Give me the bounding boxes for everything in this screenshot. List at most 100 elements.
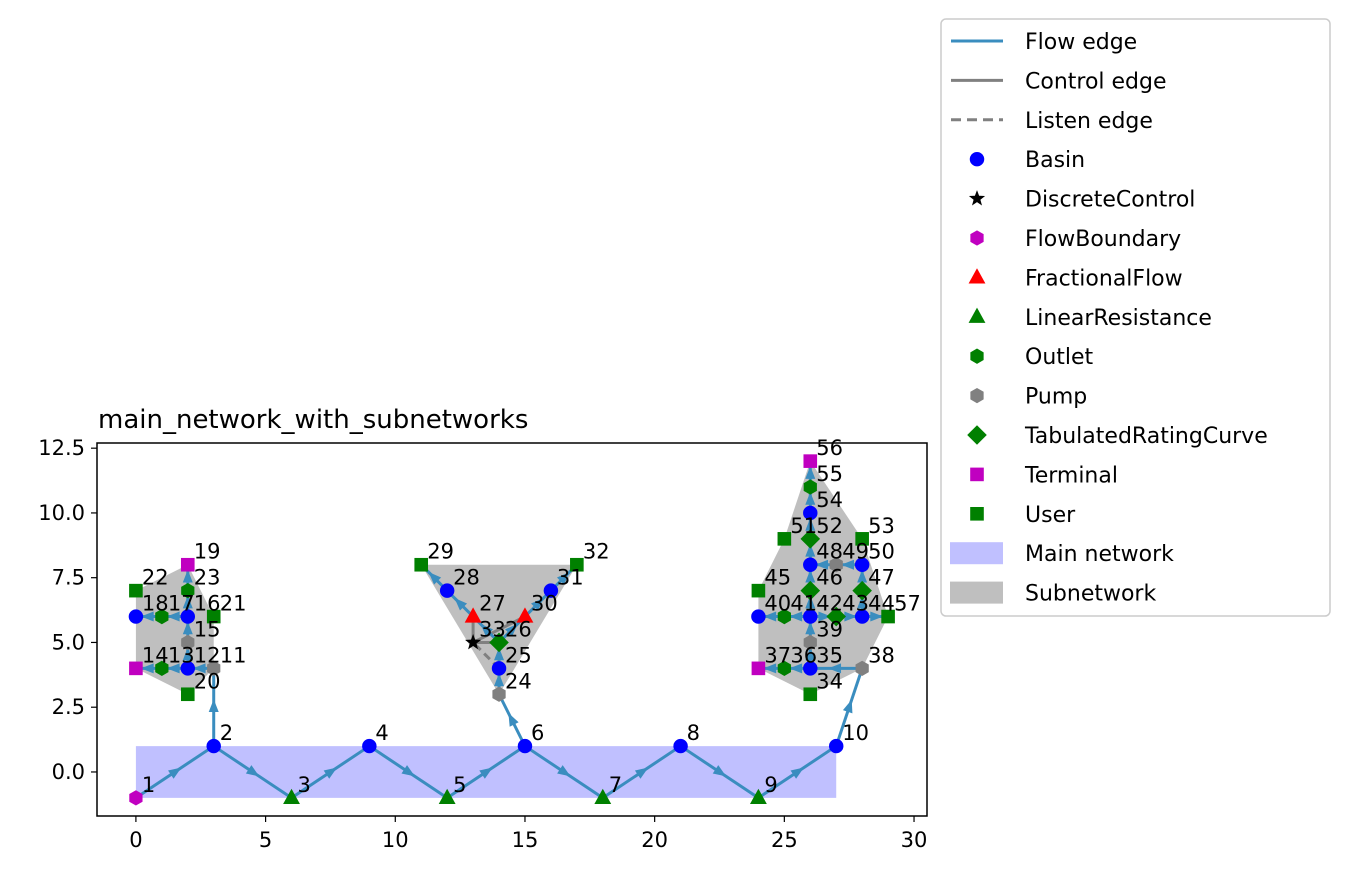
subnetwork-region-3	[758, 461, 889, 695]
y-tick-label-12.5: 12.5	[38, 436, 85, 460]
node-label-28: 28	[453, 566, 480, 590]
node-label-1: 1	[142, 773, 155, 797]
node-label-23: 23	[194, 566, 221, 590]
node-label-8: 8	[687, 721, 700, 745]
chart-title: main_network_with_subnetworks	[98, 405, 528, 435]
flow-arrow-44-47	[857, 595, 868, 609]
node-label-17: 17	[168, 592, 195, 616]
node-46-tabulatedratingcurve	[800, 580, 821, 601]
node-44-basin	[854, 609, 870, 624]
axes-frame	[96, 442, 928, 817]
node-label-16: 16	[194, 592, 221, 616]
flow-arrow-54-55	[805, 491, 816, 505]
flow-arrow-39-42	[805, 621, 816, 635]
legend-swatch	[970, 230, 984, 246]
legend-box	[940, 18, 1331, 617]
node-label-33: 33	[479, 617, 506, 641]
node-label-51: 51	[790, 514, 817, 538]
flow-arrow-48-52	[805, 543, 816, 557]
legend-swatch	[967, 425, 987, 445]
legend-swatch	[969, 151, 985, 167]
node-45-user	[751, 583, 766, 598]
flow-arrow-42-46	[805, 595, 816, 609]
node-14-terminal	[129, 661, 143, 676]
flow-arrow-52-54	[805, 517, 816, 531]
node-20-user	[180, 687, 195, 702]
node-18-basin	[128, 609, 144, 624]
node-label-27: 27	[479, 592, 506, 616]
legend-swatch	[970, 387, 984, 404]
node-label-50: 50	[868, 540, 895, 564]
node-label-14: 14	[142, 643, 169, 667]
legend-label: Control edge	[1025, 69, 1167, 94]
node-6-basin	[517, 738, 533, 754]
flow-arrow-1-2	[168, 767, 182, 779]
node-label-48: 48	[816, 540, 843, 564]
node-label-53: 53	[868, 514, 895, 538]
axes: 0 5 10 15 20 25 300.02.55.07.510.012.5	[38, 436, 928, 852]
flow-arrow-26-30	[505, 623, 518, 637]
x-tick-label-10: 10	[382, 828, 409, 852]
node-label-49: 49	[842, 540, 869, 564]
flow-arrow-26-27	[480, 623, 493, 637]
legend-swatch	[968, 307, 986, 323]
node-label-18: 18	[142, 592, 169, 616]
node-label-15: 15	[194, 617, 221, 641]
node-label-4: 4	[375, 721, 388, 745]
legend-item-outlet: Outlet	[970, 345, 1094, 370]
flow-arrow-27-28	[454, 597, 468, 611]
legend-label: Subnetwork	[1025, 582, 1156, 607]
node-label-43: 43	[842, 592, 869, 616]
node-label-22: 22	[142, 566, 169, 590]
node-label-26: 26	[505, 617, 532, 641]
legend-swatch	[968, 268, 986, 284]
legend-label: Flow edge	[1025, 30, 1137, 55]
flow-arrow-4-5	[401, 765, 415, 777]
flow-arrow-25-26	[494, 647, 505, 661]
flow-arrow-44-57	[870, 611, 884, 622]
node-22-user	[129, 583, 143, 598]
node-label-25: 25	[505, 643, 532, 667]
flow-arrow-12-13	[166, 663, 180, 674]
node-label-47: 47	[868, 566, 895, 590]
node-label-21: 21	[220, 592, 247, 616]
flow-arrow-42-43	[818, 611, 832, 622]
legend-label: Listen edge	[1025, 109, 1153, 134]
node-label-6: 6	[531, 721, 544, 745]
legend-swatch	[950, 581, 1003, 604]
x-tick-label-15: 15	[512, 828, 539, 852]
flow-arrow-23-19	[182, 569, 193, 583]
node-52-tabulatedratingcurve	[800, 529, 821, 549]
legend-item-pump: Pump	[970, 385, 1087, 410]
node-41-outlet	[777, 608, 791, 625]
node-label-2: 2	[220, 721, 233, 745]
flow-arrow-50-49	[841, 559, 854, 570]
legend-label: User	[1025, 503, 1076, 528]
node-33-discretecontrol	[465, 633, 482, 650]
flow-arrow-43-44	[844, 611, 858, 622]
y-tick-label-7.5: 7.5	[52, 566, 85, 590]
x-tick-label-30: 30	[901, 828, 928, 852]
node-29-user	[414, 557, 429, 572]
node-label-29: 29	[427, 540, 454, 564]
node-25-basin	[491, 661, 507, 676]
subnetwork-region-1	[135, 564, 214, 695]
node-9-linearresistance	[749, 788, 767, 804]
node-label-19: 19	[194, 540, 221, 564]
node-label-57: 57	[894, 592, 921, 616]
node-36-outlet	[777, 660, 791, 677]
legend-item-discretecontrol: DiscreteControl	[968, 188, 1195, 213]
node-label-10: 10	[842, 721, 869, 745]
node-label-24: 24	[505, 669, 532, 693]
y-tick-label-2.5: 2.5	[52, 695, 85, 719]
flow-arrow-31-32	[556, 572, 570, 585]
flow-arrow-55-56	[805, 466, 816, 479]
legend-label: DiscreteControl	[1025, 188, 1195, 213]
flow-arrow-42-41	[789, 611, 803, 622]
node-35-basin	[803, 661, 818, 676]
flow-arrow-11-12	[192, 663, 206, 674]
flow-arrow-38-35	[828, 663, 842, 674]
node-1-flowboundary	[129, 790, 143, 806]
node-label-31: 31	[557, 566, 584, 590]
